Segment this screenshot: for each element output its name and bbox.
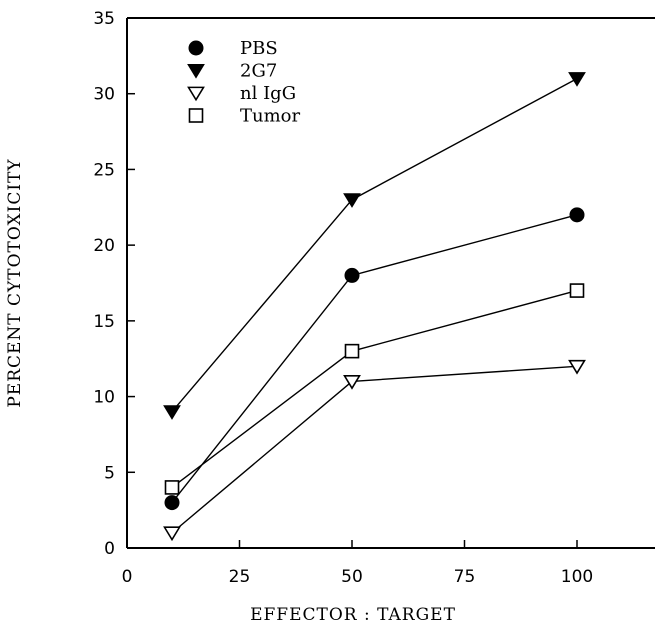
data-point	[163, 405, 181, 420]
legend-label: PBS	[240, 38, 278, 59]
y-tick-label: 5	[104, 463, 115, 483]
y-tick-label: 20	[93, 236, 115, 256]
y-tick-label: 35	[93, 9, 115, 29]
y-tick-label: 30	[93, 85, 115, 105]
data-point	[343, 193, 361, 208]
y-ticks: 0 5 10 15 20 25 30 35	[93, 9, 135, 559]
plot-frame	[126, 17, 655, 549]
data-point	[344, 267, 360, 283]
series-2g7	[163, 72, 586, 420]
series-line	[171, 365, 578, 534]
series-pbs	[164, 207, 585, 511]
data-point	[343, 375, 361, 390]
x-ticks: 0 25 50 75 100	[122, 540, 593, 587]
data-point	[163, 526, 181, 542]
series-line	[171, 289, 578, 488]
y-tick-label: 25	[93, 160, 115, 180]
data-point	[164, 480, 180, 495]
legend-marker	[188, 108, 204, 123]
series-tumor	[164, 283, 585, 495]
legend-label: 2G7	[240, 61, 277, 82]
x-tick-label: 0	[122, 567, 133, 587]
legend-label: Tumor	[240, 106, 301, 127]
legend-marker	[187, 64, 205, 79]
legend-marker	[188, 40, 204, 56]
data-point	[164, 495, 180, 511]
legend-marker	[187, 86, 205, 102]
data-point	[569, 283, 585, 298]
series-layer	[163, 72, 586, 542]
y-tick-label: 10	[93, 388, 115, 408]
series-line	[171, 214, 578, 504]
x-tick-label: 50	[341, 567, 363, 587]
y-axis-title: PERCENT CYTOTOXICITY	[5, 158, 25, 407]
data-point	[568, 359, 586, 375]
x-tick-label: 25	[229, 567, 251, 587]
series-nl-igg	[163, 359, 586, 542]
y-tick-label: 0	[104, 539, 115, 559]
y-tick-label: 15	[93, 312, 115, 332]
x-axis-title: EFFECTOR : TARGET	[250, 605, 456, 625]
data-point	[569, 207, 585, 223]
data-point	[344, 343, 360, 359]
series-line	[171, 77, 578, 413]
x-tick-label: 100	[561, 567, 593, 587]
data-point	[568, 72, 586, 87]
x-tick-label: 75	[454, 567, 476, 587]
legend-label: nl IgG	[240, 83, 296, 104]
